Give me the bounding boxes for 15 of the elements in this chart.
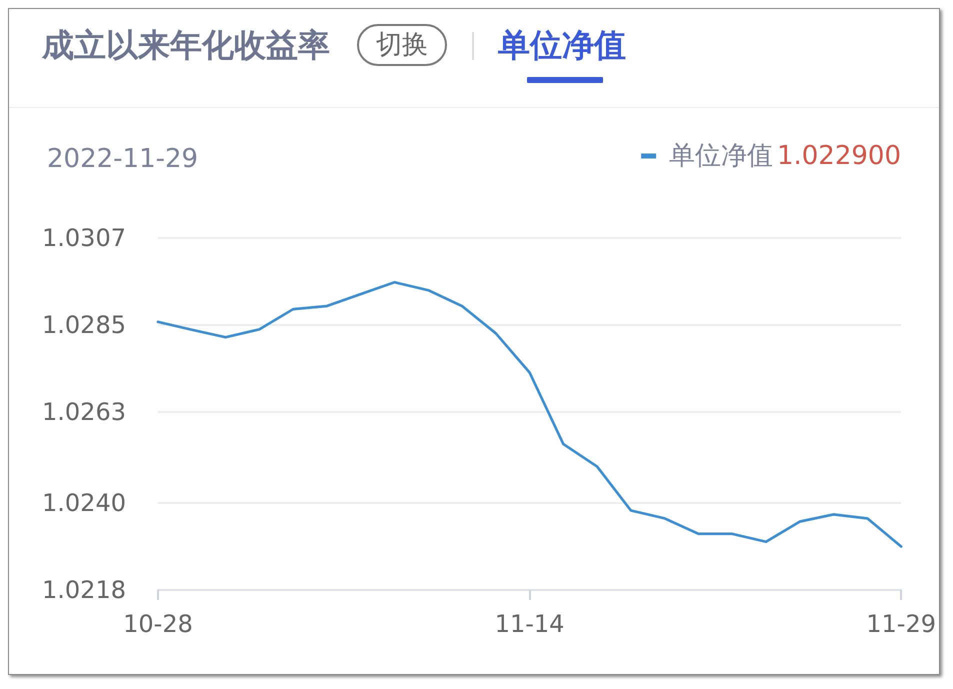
chart-subtitle: 2022-11-29 [47,144,198,174]
text: 成立以来年化收益率 [42,25,330,65]
x-tick-label: 11-29 [866,610,936,638]
legend-label: 单位净值 [669,141,774,171]
y-tick-label: 1.0263 [42,398,126,426]
chart-title: 单位净值 [498,25,626,65]
x-tick-label: 11-14 [494,610,564,638]
x-tick-label: 10-28 [123,610,193,638]
line-series [156,280,902,548]
toggle-button: 切换 [357,24,447,66]
y-tick-label: 1.0240 [42,488,126,517]
y-tick-label: 1.0285 [42,311,126,340]
y-tick-label: 1.0307 [42,224,126,252]
text: 1.022900 [776,141,902,171]
y-tick-label: 1.0218 [42,576,126,604]
